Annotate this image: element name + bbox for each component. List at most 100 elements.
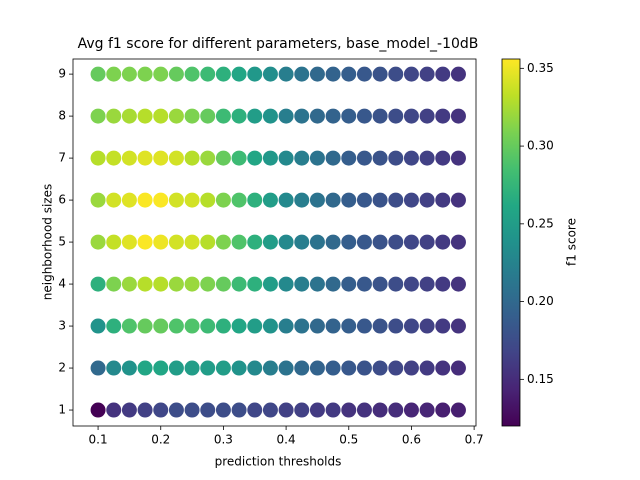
scatter-point [403,234,419,250]
scatter-point [419,360,435,376]
x-tick-label: 0.5 [339,433,358,447]
scatter-point [419,108,435,124]
scatter-point [121,360,137,376]
scatter-point [388,318,404,334]
scatter-point [278,66,294,82]
scatter-point [356,360,372,376]
scatter-point [90,234,106,250]
scatter-point [200,150,216,166]
scatter-point [388,66,404,82]
scatter-point [372,276,388,292]
scatter-point [403,66,419,82]
y-tick-label: 8 [58,109,66,123]
scatter-point [231,276,247,292]
scatter-point [325,66,341,82]
scatter-point [294,150,310,166]
scatter-point [278,318,294,334]
scatter-point [121,66,137,82]
scatter-point [435,402,451,418]
scatter-point [168,108,184,124]
scatter-point [356,276,372,292]
scatter-point [419,402,435,418]
colorbar-tick-label: 0.25 [527,216,554,230]
scatter-point [435,150,451,166]
scatter-point [435,108,451,124]
scatter-point [403,108,419,124]
scatter-point [403,360,419,376]
scatter-point [419,150,435,166]
scatter-point [372,318,388,334]
scatter-point [341,150,357,166]
scatter-point [215,108,231,124]
scatter-point [90,402,106,418]
scatter-point [435,318,451,334]
scatter-point [231,66,247,82]
scatter-point [372,360,388,376]
scatter-point [106,276,122,292]
scatter-point [121,108,137,124]
scatter-point [278,150,294,166]
scatter-point [294,402,310,418]
scatter-point [294,108,310,124]
scatter-point [247,360,263,376]
scatter-point [231,150,247,166]
scatter-point [90,66,106,82]
scatter-point [309,318,325,334]
scatter-point [137,108,153,124]
scatter-point [215,66,231,82]
scatter-point [325,192,341,208]
scatter-point [325,360,341,376]
scatter-point [262,318,278,334]
scatter-point [168,360,184,376]
scatter-point [90,150,106,166]
scatter-point [419,234,435,250]
scatter-point [325,276,341,292]
scatter-point [200,360,216,376]
scatter-point [90,276,106,292]
scatter-point [388,276,404,292]
scatter-point [184,402,200,418]
scatter-point [153,108,169,124]
scatter-point [356,66,372,82]
scatter-point [168,66,184,82]
scatter-point [106,402,122,418]
scatter-point [419,276,435,292]
scatter-point [294,276,310,292]
y-tick-label: 2 [58,361,66,375]
scatter-point [419,192,435,208]
y-tick-label: 5 [58,235,66,249]
scatter-point [137,192,153,208]
scatter-point [200,318,216,334]
scatter-point [309,192,325,208]
scatter-point [341,234,357,250]
scatter-point [403,150,419,166]
scatter-point [403,192,419,208]
scatter-point [325,234,341,250]
colorbar-tick-label: 0.20 [527,294,554,308]
scatter-point [168,192,184,208]
scatter-point [435,360,451,376]
scatter-point [168,318,184,334]
colorbar-frame [501,58,521,427]
scatter-point [356,192,372,208]
scatter-point [309,108,325,124]
scatter-point [372,150,388,166]
scatter-point [356,318,372,334]
scatter-point [215,360,231,376]
scatter-point [106,66,122,82]
colorbar-tick-label: 0.30 [527,139,554,153]
scatter-point [184,318,200,334]
scatter-point [372,192,388,208]
scatter-point [200,276,216,292]
scatter-point [356,108,372,124]
x-tick-label: 0.6 [402,433,421,447]
scatter-point [419,318,435,334]
scatter-point [137,402,153,418]
scatter-point [341,402,357,418]
colorbar-tick-label: 0.15 [527,372,554,386]
scatter-point [137,276,153,292]
scatter-point [356,402,372,418]
scatter-point [106,108,122,124]
